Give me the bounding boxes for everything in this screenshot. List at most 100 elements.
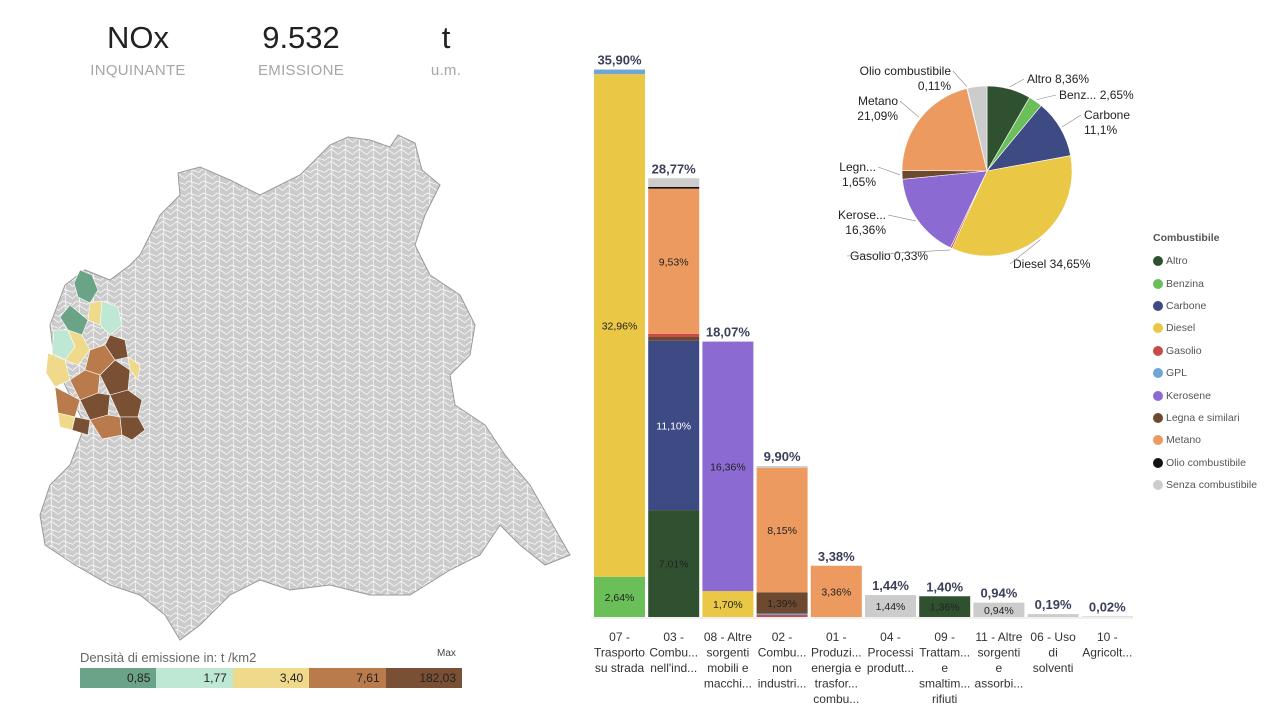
bar-total-label: 9,90% — [764, 449, 801, 464]
bar-segment[interactable] — [810, 565, 862, 617]
legend-swatch — [1153, 412, 1163, 423]
x-tick-label: 08 - Altre — [704, 630, 752, 644]
pie-slice[interactable] — [902, 170, 988, 249]
legend-item[interactable]: Metano — [1153, 429, 1257, 451]
bar-total-label: 1,40% — [926, 579, 963, 594]
x-tick-label: Combu... — [649, 646, 698, 660]
density-legend-title: Densità di emissione in: t /km2 — [80, 650, 257, 665]
legend-title: Combustibile — [1153, 232, 1220, 244]
bar-segment[interactable] — [1081, 616, 1133, 617]
pie-label: 16,36% — [845, 223, 886, 237]
x-tick-label: 03 - — [663, 630, 684, 644]
pie-label: Metano — [858, 94, 898, 108]
pie-slice[interactable] — [901, 88, 988, 172]
bar-segment[interactable] — [756, 466, 808, 469]
bar-segment[interactable] — [919, 596, 971, 617]
bar-total-label: 0,19% — [1035, 597, 1072, 612]
bar-segment[interactable] — [594, 69, 645, 75]
legend-swatch — [1153, 435, 1163, 446]
x-tick-label: Produzi... — [811, 646, 862, 660]
pie-label: Diesel 34,65% — [1013, 257, 1091, 271]
density-legend-bar: 0,85 1,77 3,40 7,61 182,03 — [80, 668, 463, 688]
bar-segment[interactable] — [702, 341, 754, 592]
legend-label: Olio combustibile — [1166, 456, 1246, 469]
legend-item[interactable]: Kerosene — [1153, 384, 1257, 406]
legend-swatch — [1153, 323, 1163, 334]
bar-segment[interactable] — [756, 613, 808, 616]
bar-segment[interactable] — [702, 591, 754, 617]
pie-label: Carbone — [1084, 108, 1130, 122]
pie-slice[interactable] — [967, 85, 988, 172]
x-tick-label: 10 - — [1097, 630, 1118, 644]
bar-segment[interactable] — [973, 602, 1025, 617]
legend-swatch — [1153, 480, 1163, 491]
bar-segment-label: 7,01% — [659, 559, 689, 571]
x-tick-label: assorbi... — [975, 677, 1024, 691]
x-tick-label: Agricolt... — [1082, 646, 1132, 660]
bar-segment[interactable] — [648, 510, 700, 617]
bar-segment[interactable] — [648, 186, 700, 189]
legend-swatch — [1153, 390, 1163, 401]
x-tick-label: nell'ind... — [650, 661, 697, 675]
x-tick-label: sorgenti — [707, 646, 750, 660]
bar-segment-label: 11,10% — [656, 420, 691, 432]
legend-swatch — [1153, 368, 1163, 379]
legend-label: Senza combustibile — [1166, 479, 1258, 492]
x-tick-label: Trasporto — [594, 646, 645, 660]
legend-swatch — [1153, 457, 1163, 468]
x-tick-label: 02 - — [772, 630, 793, 644]
density-legend-max: Max — [437, 648, 456, 659]
x-tick-label: di — [1048, 646, 1057, 660]
bar-segment[interactable] — [1027, 614, 1079, 617]
bar-total-label: 3,38% — [818, 549, 855, 564]
pie-leader-line — [952, 70, 967, 87]
pie-label: Benz... 2,65% — [1059, 88, 1134, 102]
x-tick-label: su strada — [595, 661, 645, 675]
legend-item[interactable]: Diesel — [1153, 317, 1257, 339]
x-tick-label: Trattam... — [919, 646, 970, 660]
bar-segment[interactable] — [648, 178, 700, 187]
bar-segment[interactable] — [648, 337, 700, 341]
legend-swatch — [1153, 256, 1163, 267]
bar-segment[interactable] — [865, 595, 916, 617]
bar-segment[interactable] — [756, 592, 808, 614]
pie-leader-line — [1036, 94, 1057, 100]
bar-segment[interactable] — [756, 615, 808, 617]
bar-total-label: 1,44% — [872, 578, 909, 593]
bar-segment[interactable] — [594, 576, 645, 617]
legend-label: Diesel — [1166, 322, 1196, 335]
bar-total-label: 0,94% — [980, 586, 1017, 601]
pie-leader-line — [1009, 239, 1041, 265]
legend-item[interactable]: Olio combustibile — [1153, 452, 1257, 474]
x-tick-label: solventi — [1033, 661, 1074, 675]
lombardy-density-map[interactable] — [30, 125, 575, 645]
bar-segment[interactable] — [648, 340, 700, 511]
legend-label: GPL — [1166, 367, 1188, 380]
legend-item[interactable]: GPL — [1153, 362, 1257, 384]
bar-segment[interactable] — [648, 333, 700, 338]
pie-slice[interactable] — [951, 155, 1073, 257]
legend-item[interactable]: Gasolio — [1153, 340, 1257, 362]
legend-item[interactable]: Senza combustibile — [1153, 474, 1257, 496]
legend-item[interactable]: Carbone — [1153, 295, 1257, 317]
pie-label: 1,65% — [842, 175, 876, 189]
bar-segment[interactable] — [648, 188, 700, 334]
bar-segment-label: 3,36% — [821, 586, 851, 598]
x-tick-label: sorgenti — [978, 646, 1021, 660]
legend-item[interactable]: Legna e similari — [1153, 407, 1257, 429]
fuel-legend: Combustibile Altro Benzina Carbone Diesel Ga… — [1153, 232, 1257, 496]
legend-item[interactable]: Altro — [1153, 250, 1257, 272]
bar-segment[interactable] — [756, 468, 808, 593]
kpi-emission: 9.532 EMISSIONE — [231, 18, 371, 79]
bar-segment-label: 1,36% — [930, 602, 960, 614]
pie-leader-line — [899, 100, 919, 118]
bar-segment-label: 1,39% — [767, 598, 797, 610]
bar-total-label: 18,07% — [706, 325, 751, 340]
bar-segment[interactable] — [594, 74, 645, 577]
x-tick-label: energia e — [811, 661, 861, 675]
legend-item[interactable]: Benzina — [1153, 272, 1257, 294]
bar-segment-label: 16,36% — [710, 461, 746, 473]
kpi-value: t — [441, 20, 451, 55]
